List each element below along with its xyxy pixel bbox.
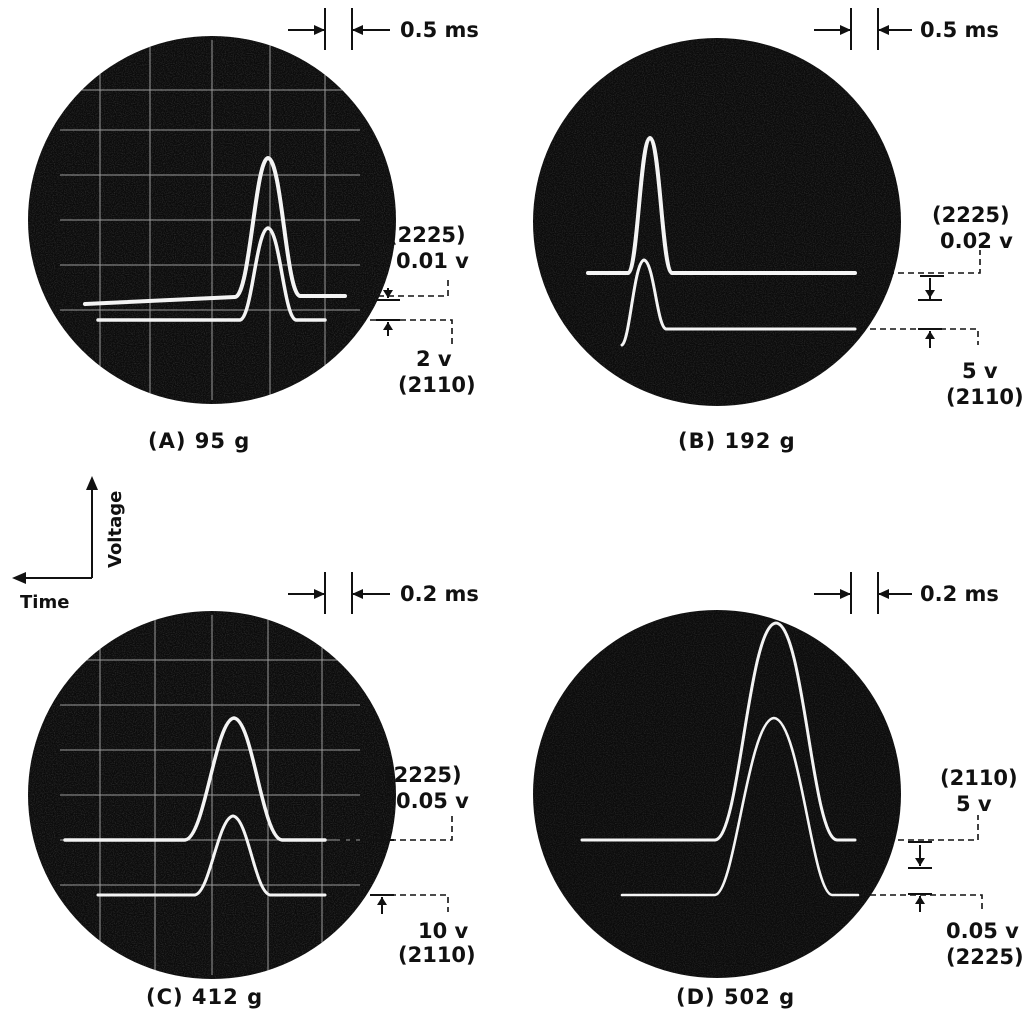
panel-c: 0.2 ms (2225) 0.05 v 10 v (2110) (C) 412… xyxy=(28,572,479,1009)
lower-trace-d xyxy=(620,716,860,897)
time-scale-label-b: 0.5 ms xyxy=(920,18,999,42)
upper-channel-label-d: (2110) xyxy=(940,766,1018,790)
lower-scale-marker-c: 10 v (2110) xyxy=(340,894,476,967)
time-marker-a: 0.5 ms xyxy=(288,8,479,50)
time-scale-label-c: 0.2 ms xyxy=(400,582,479,606)
time-marker-d: 0.2 ms xyxy=(814,572,999,614)
lower-channel-label-a: (2110) xyxy=(398,373,476,397)
upper-volt-label-a: 0.01 v xyxy=(396,249,469,273)
upper-trace-d xyxy=(580,621,857,842)
upper-scale-marker-b: (2225) 0.02 v xyxy=(868,203,1013,301)
screen-noise-b xyxy=(533,38,901,406)
upper-volt-label-b: 0.02 v xyxy=(940,229,1013,253)
upper-scale-marker-a: (2225) 0.01 v xyxy=(376,223,469,301)
lower-scale-marker-b: 5 v (2110) xyxy=(870,328,1024,409)
time-marker-c: 0.2 ms xyxy=(288,572,479,614)
lower-volt-label-c: 10 v xyxy=(418,919,469,943)
upper-scale-marker-d: (2110) 5 v xyxy=(868,766,1018,869)
graticule-a xyxy=(60,40,360,400)
upper-scale-marker-c: (2225) 0.05 v xyxy=(340,763,469,841)
panel-a: 0.5 ms (2225) 0.01 v 2 v (2110) (A) 95 g xyxy=(28,8,479,453)
lower-channel-label-c: (2110) xyxy=(398,943,476,967)
time-marker-b: 0.5 ms xyxy=(814,8,999,50)
lower-volt-label-d: 0.05 v xyxy=(946,919,1019,943)
time-axis-label: Time xyxy=(20,592,69,613)
graticule-c xyxy=(60,615,360,975)
lower-trace-c xyxy=(96,814,327,897)
screen-noise-d xyxy=(533,610,901,978)
lower-scale-marker-d: 0.05 v (2225) xyxy=(870,893,1024,969)
upper-trace-a xyxy=(83,156,347,306)
caption-c: (C) 412 g xyxy=(146,985,263,1009)
lower-channel-label-b: (2110) xyxy=(946,385,1024,409)
upper-volt-label-c: 0.05 v xyxy=(396,789,469,813)
panel-d: 0.2 ms (2110) 5 v 0.05 v (2225) (D) 502 … xyxy=(533,572,1024,1009)
upper-trace-b xyxy=(586,136,857,275)
caption-d: (D) 502 g xyxy=(676,985,795,1009)
lower-volt-label-b: 5 v xyxy=(962,359,998,383)
upper-channel-label-b: (2225) xyxy=(932,203,1010,227)
lower-channel-label-d: (2225) xyxy=(946,945,1024,969)
axes-legend: Voltage Time xyxy=(12,476,126,613)
caption-b: (B) 192 g xyxy=(678,429,796,453)
lower-trace-a xyxy=(96,226,327,322)
voltage-arrowhead-icon xyxy=(86,476,98,490)
time-scale-label-a: 0.5 ms xyxy=(400,18,479,42)
time-scale-label-d: 0.2 ms xyxy=(920,582,999,606)
time-arrowhead-icon xyxy=(12,572,26,584)
lower-volt-label-a: 2 v xyxy=(416,347,452,371)
voltage-axis-label: Voltage xyxy=(105,491,126,568)
lower-trace-b xyxy=(620,258,857,347)
lower-scale-marker-a: 2 v (2110) xyxy=(340,319,476,397)
upper-channel-label-c: (2225) xyxy=(384,763,462,787)
panel-b: 0.5 ms (2225) 0.02 v 5 v (2110) (B) 192 … xyxy=(533,8,1024,453)
caption-a: (A) 95 g xyxy=(148,429,250,453)
upper-channel-label-a: (2225) xyxy=(388,223,466,247)
upper-trace-c xyxy=(63,716,327,842)
upper-volt-label-d: 5 v xyxy=(956,792,992,816)
